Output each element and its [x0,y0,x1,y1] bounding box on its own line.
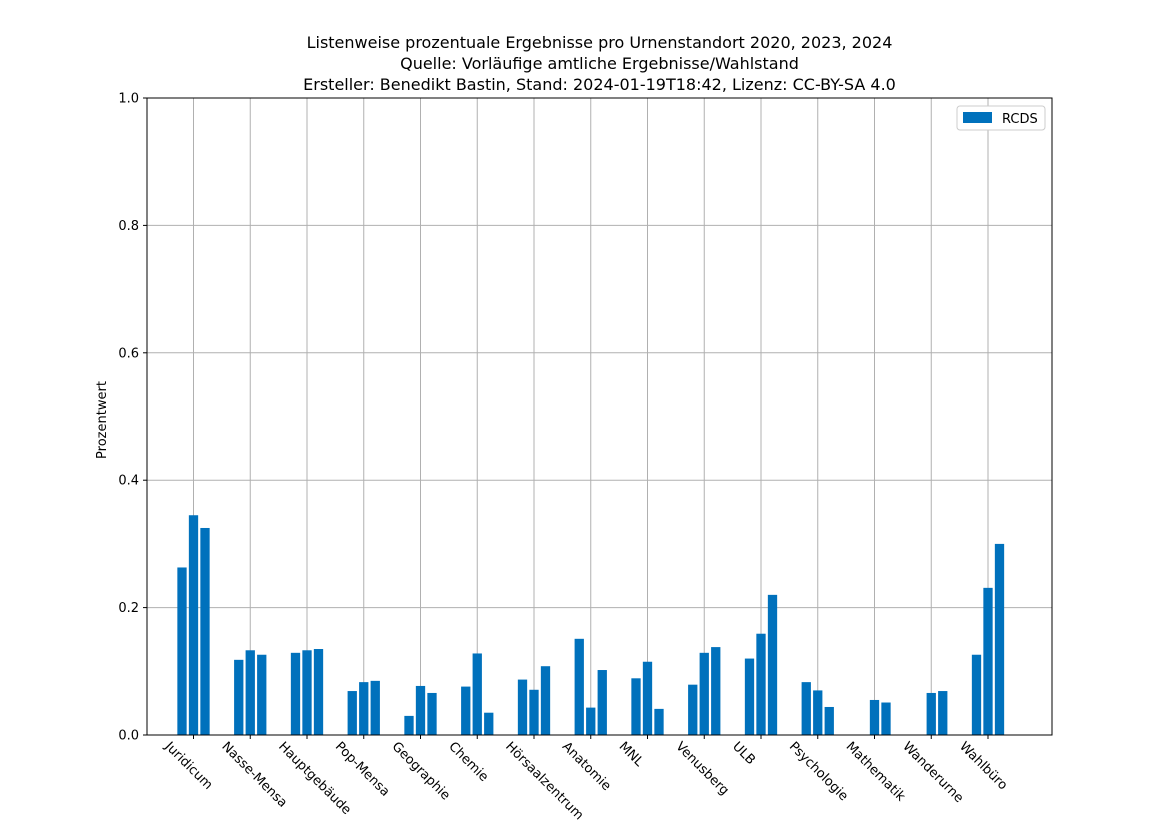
chart-title-line-2: Quelle: Vorläufige amtliche Ergebnisse/W… [400,54,799,73]
bar [881,702,891,735]
bar [813,690,823,735]
x-tick-label: Chemie [445,739,491,785]
bar [245,650,255,735]
plot-frame [146,97,1053,736]
bar [654,708,664,735]
bar [177,567,187,735]
y-tick-label: 0.2 [118,601,139,616]
bar [767,594,778,735]
bar [404,715,414,735]
bar [529,689,539,735]
y-tick-label: 1.0 [118,92,139,107]
legend: RCDS [956,105,1046,131]
y-tick-label: 0.0 [118,729,139,744]
bar [711,647,721,735]
grid-lines [147,97,1052,736]
bar [347,691,357,735]
x-tick-label: Wahlbüro [956,739,1010,793]
x-tick-label: MNL [616,739,647,770]
x-tick-label: Pop-Mensa [332,739,392,799]
bar [994,543,1005,735]
legend-swatch-rcds [963,112,992,123]
bars [177,515,1005,735]
bar [699,652,709,735]
bar [234,659,244,735]
y-tick-label: 0.6 [118,346,139,361]
y-tick-label: 0.4 [118,474,139,489]
bar [801,682,811,735]
bar [302,650,312,735]
bar [574,638,584,735]
chart-title-line-3: Ersteller: Benedikt Bastin, Stand: 2024-… [303,75,896,94]
x-tick-label: Psychologie [786,739,851,804]
bar [290,652,301,735]
bar [484,712,494,735]
bar [971,654,982,735]
bar [688,684,698,735]
bar [427,692,437,735]
bar [926,692,936,735]
bar [472,653,482,735]
bar [415,685,426,735]
x-tick-label: Juridicum [161,739,215,793]
bar [938,691,948,735]
y-axis-ticks: 0.0 0.2 0.4 0.6 0.8 1.0 [118,92,147,744]
bar [200,527,210,735]
y-tick-label: 0.8 [118,219,139,234]
chart-title-line-1: Listenweise prozentuale Ergebnisse pro U… [306,33,893,52]
x-tick-label: ULB [729,739,758,768]
bar [869,699,880,735]
bar [824,706,834,735]
x-tick-label: Venusberg [672,739,731,798]
bar [359,682,369,735]
x-axis-ticks: Juridicum Nasse-MensaHauptgebäudePop-Mens… [161,735,1010,823]
bar [744,658,755,735]
bar [540,666,551,735]
x-tick-label: Mathematik [843,739,909,805]
bar [188,515,199,735]
bar [461,686,471,735]
x-tick-label: Geographie [389,739,453,803]
bar [642,661,653,735]
bar [597,670,607,735]
bar [756,633,766,735]
bar [257,654,267,735]
x-tick-label: Anatomie [559,739,614,794]
bar [517,679,528,735]
bar [983,587,993,735]
legend-label-rcds: RCDS [1002,112,1038,127]
bar [586,707,596,735]
y-axis-label: Prozentwert [95,381,110,459]
bar [631,678,641,735]
bar [313,649,324,735]
bar [370,680,380,735]
